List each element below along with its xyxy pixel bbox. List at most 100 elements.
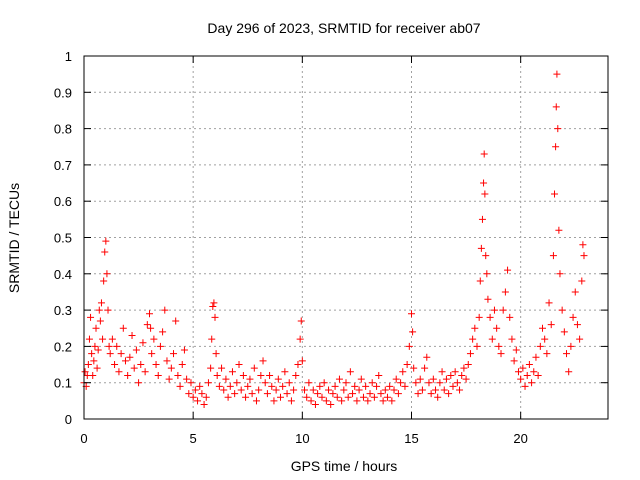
data-point <box>377 390 385 398</box>
y-tick-label: 0.8 <box>54 122 72 137</box>
data-point <box>405 342 413 350</box>
data-point <box>512 346 520 354</box>
x-axis-title: GPS time / hours <box>291 458 398 474</box>
data-point <box>477 244 485 252</box>
data-point <box>159 328 167 336</box>
data-point <box>569 313 577 321</box>
data-point <box>480 150 488 158</box>
data-point <box>105 342 113 350</box>
data-point <box>469 335 477 343</box>
data-point <box>408 310 415 318</box>
data-point <box>488 335 496 343</box>
data-point <box>252 397 260 405</box>
data-point <box>514 368 522 376</box>
data-point <box>108 335 116 343</box>
data-point <box>558 306 566 314</box>
data-point <box>370 393 378 401</box>
data-point <box>534 371 542 379</box>
data-point <box>543 350 551 358</box>
data-point <box>322 397 330 405</box>
data-point <box>362 382 370 390</box>
data-point <box>410 364 418 372</box>
data-point <box>392 375 400 383</box>
data-point <box>314 390 322 398</box>
data-point <box>226 382 234 390</box>
data-point <box>94 346 102 354</box>
data-point <box>174 371 182 379</box>
data-point <box>359 393 367 401</box>
data-point <box>170 350 178 358</box>
data-point <box>218 364 226 372</box>
data-point <box>115 368 123 376</box>
data-point <box>427 390 435 398</box>
data-point <box>235 361 243 369</box>
data-point <box>242 393 250 401</box>
data-point <box>261 379 269 387</box>
data-point <box>202 393 210 401</box>
y-tick-label: 0.9 <box>54 85 72 100</box>
data-point <box>176 382 184 390</box>
data-point <box>270 397 278 405</box>
data-point <box>555 226 563 234</box>
y-tick-label: 0.6 <box>54 194 72 209</box>
data-point <box>551 190 559 198</box>
data-point <box>331 382 339 390</box>
data-point <box>320 379 328 387</box>
data-point <box>137 361 145 369</box>
data-point <box>148 350 156 358</box>
data-point <box>353 397 361 405</box>
data-point <box>222 375 230 383</box>
data-point <box>484 295 492 303</box>
data-point <box>90 357 98 365</box>
data-point <box>483 270 491 278</box>
data-point <box>274 375 282 383</box>
data-point <box>88 350 96 358</box>
data-point <box>499 306 507 314</box>
data-point <box>311 400 319 408</box>
data-point <box>85 335 93 343</box>
data-point <box>530 368 538 376</box>
data-point <box>519 364 527 372</box>
data-point <box>124 371 132 379</box>
data-point <box>528 379 536 387</box>
data-point <box>255 386 263 394</box>
data-point <box>508 335 516 343</box>
data-point <box>462 375 470 383</box>
data-point <box>95 306 103 314</box>
data-point <box>495 342 503 350</box>
data-point <box>156 342 164 350</box>
data-point <box>421 364 429 372</box>
data-point <box>309 386 317 394</box>
data-point <box>545 299 553 307</box>
data-point <box>390 386 398 394</box>
data-point <box>576 335 584 343</box>
data-point <box>482 252 490 260</box>
data-point <box>143 321 151 329</box>
data-point <box>187 379 195 387</box>
data-point <box>397 379 405 387</box>
data-point <box>552 103 560 111</box>
data-point <box>493 324 501 332</box>
y-tick-label: 0.2 <box>54 339 72 354</box>
data-point <box>357 375 365 383</box>
data-point <box>423 353 431 361</box>
data-point <box>239 371 247 379</box>
data-point <box>552 143 560 151</box>
data-point <box>547 321 555 329</box>
data-point <box>442 375 450 383</box>
data-point <box>128 332 136 340</box>
data-point <box>375 371 383 379</box>
data-point <box>281 368 289 376</box>
data-point <box>480 179 488 187</box>
data-point <box>504 266 512 274</box>
data-point <box>307 397 315 405</box>
data-point <box>471 324 479 332</box>
data-point <box>172 317 180 325</box>
data-point <box>233 379 241 387</box>
data-point <box>567 342 575 350</box>
data-point <box>224 393 232 401</box>
x-tick-label: 10 <box>295 431 309 446</box>
data-point <box>418 386 426 394</box>
data-point <box>416 375 424 383</box>
